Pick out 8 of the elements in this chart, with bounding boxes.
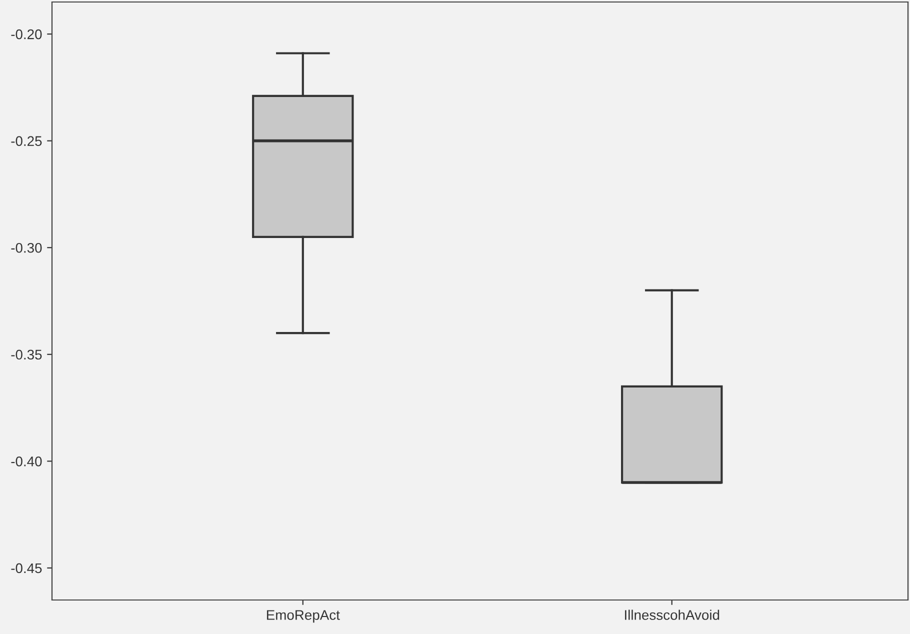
y-tick-label: -0.40 xyxy=(11,456,42,466)
y-tick-label: -0.45 xyxy=(11,563,42,574)
x-tick-label: IllnesscohAvoid xyxy=(625,610,720,620)
x-tick-label: EmoRepAct xyxy=(266,610,340,623)
y-tick-label: -0.30 xyxy=(11,242,42,253)
y-tick-label: -0.20 xyxy=(11,29,42,40)
y-tick-label: -0.35 xyxy=(11,350,42,360)
y-tick-label: -0.25 xyxy=(11,136,42,146)
